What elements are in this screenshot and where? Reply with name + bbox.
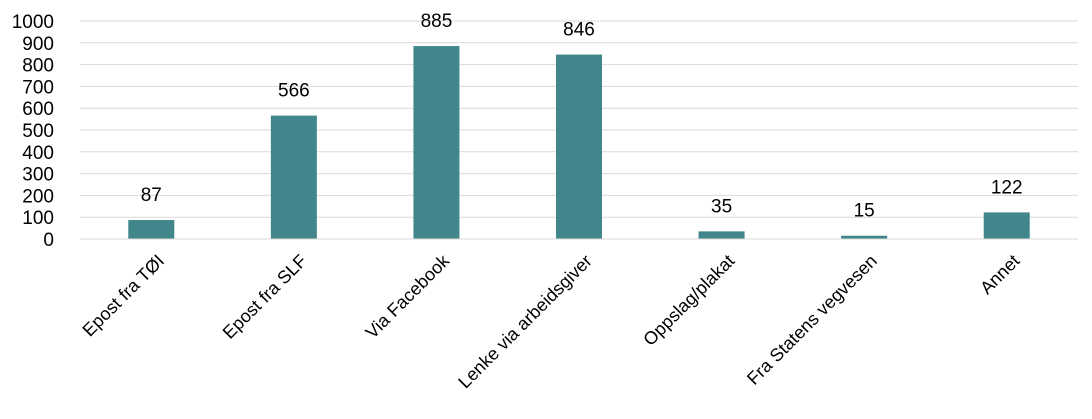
data-labels: 87 566 885 846 35 15 122 [141, 11, 1023, 222]
y-tick-label-0: 0 [43, 230, 54, 251]
y-tick-label-3: 300 [22, 165, 54, 186]
bars [128, 46, 1030, 240]
data-label-5: 15 [854, 201, 875, 222]
y-tick-label-9: 900 [22, 34, 54, 55]
y-tick-label-8: 800 [22, 56, 54, 77]
category-label-0: Epost fra TØI [79, 251, 169, 341]
bar-1 [270, 115, 317, 239]
y-tick-label-4: 400 [22, 143, 54, 164]
category-label-4: Oppslag/plakat [639, 251, 738, 350]
category-label-6: Annet [976, 251, 1023, 298]
bar-4 [698, 231, 745, 239]
data-label-4: 35 [711, 196, 732, 217]
data-label-6: 122 [991, 177, 1023, 198]
data-label-1: 566 [278, 81, 310, 102]
y-tick-label-1: 100 [22, 208, 54, 229]
category-label-1: Epost fra SLF [219, 251, 311, 343]
bar-0 [128, 220, 175, 239]
data-label-2: 885 [421, 11, 453, 32]
category-label-2: Via Facebook [362, 250, 454, 342]
data-label-3: 846 [563, 20, 595, 41]
y-tick-label-10: 1000 [12, 12, 54, 33]
bar-6 [983, 212, 1030, 239]
category-label-5: Fra Statens vegvesen [743, 251, 881, 389]
bar-2 [413, 46, 460, 239]
bar-3 [556, 54, 602, 240]
y-tick-label-5: 500 [22, 121, 54, 142]
category-label-3: Lenke via arbeidsgiver [454, 251, 596, 393]
y-tick-label-7: 700 [22, 77, 54, 98]
y-tick-label-6: 600 [22, 99, 54, 120]
y-tick-label-2: 200 [22, 186, 54, 207]
data-label-0: 87 [141, 185, 162, 206]
bar-5 [841, 235, 888, 239]
x-axis-category-labels: Epost fra TØI Epost fra SLF Via Facebook Le… [79, 250, 1024, 392]
